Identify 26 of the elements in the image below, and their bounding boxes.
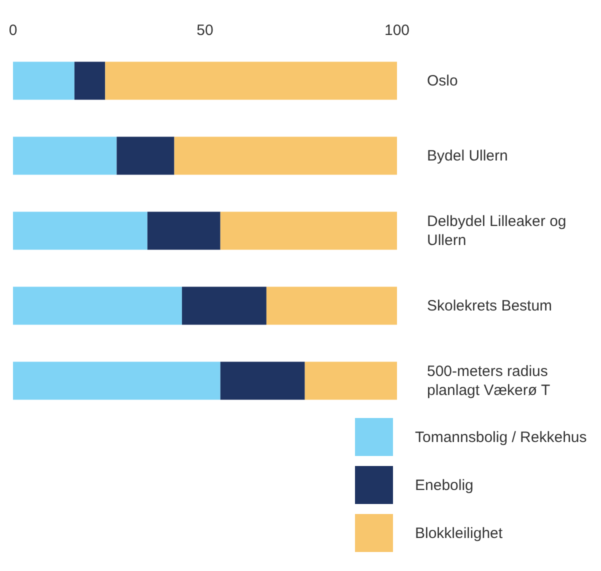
bar xyxy=(220,362,305,400)
bar xyxy=(147,212,220,250)
bar xyxy=(74,62,106,100)
bar xyxy=(116,136,174,175)
bar xyxy=(13,62,74,100)
text: Enebolig xyxy=(415,476,474,494)
bar xyxy=(13,136,117,175)
bar xyxy=(182,286,266,325)
text: Tomannsbolig / Rekkehus xyxy=(415,428,587,446)
bar xyxy=(266,286,397,325)
bar xyxy=(13,362,220,400)
y-tick-label: Bydel Ullern xyxy=(427,148,508,164)
bar xyxy=(13,286,182,325)
y-tick-label: Delbydel Lilleaker og Ullern xyxy=(427,213,566,249)
bar xyxy=(220,212,397,250)
x-tick-label: 0 xyxy=(8,22,18,39)
y-tick-label: Oslo xyxy=(427,72,458,90)
bar xyxy=(13,212,148,250)
x-tick-label: 50 xyxy=(196,22,214,39)
y-tick-label: Skolekrets Bestum xyxy=(427,298,552,314)
bar xyxy=(174,136,397,175)
bar xyxy=(304,362,397,400)
text: Blokkleilighet xyxy=(415,524,503,542)
y-tick-label: 500-meters radius planlagt Vækerø T xyxy=(427,363,550,399)
bar xyxy=(105,62,397,100)
x-tick-label: 100 xyxy=(384,22,410,39)
